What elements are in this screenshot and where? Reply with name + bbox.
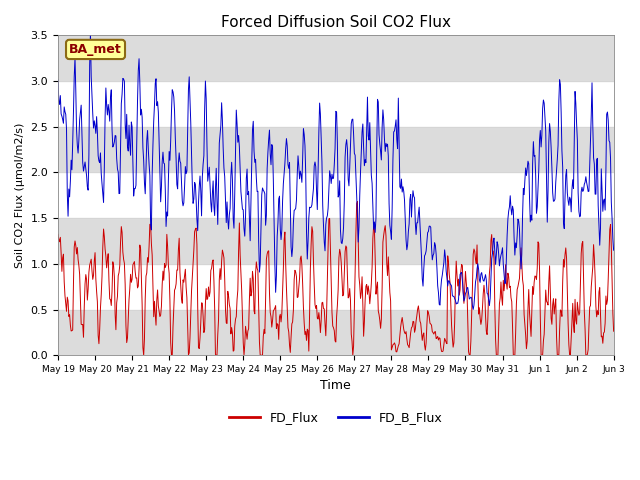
Bar (58, 36, 614, 81)
Title: Forced Diffusion Soil CO2 Flux: Forced Diffusion Soil CO2 Flux (221, 15, 451, 30)
Y-axis label: Soil CO2 Flux (μmol/m2/s): Soil CO2 Flux (μmol/m2/s) (15, 122, 25, 268)
Legend: FD_Flux, FD_B_Flux: FD_Flux, FD_B_Flux (224, 406, 448, 429)
Bar (58, 127, 614, 172)
Text: BA_met: BA_met (69, 43, 122, 56)
X-axis label: Time: Time (321, 380, 351, 393)
Bar (58, 310, 614, 355)
Bar (58, 218, 614, 264)
